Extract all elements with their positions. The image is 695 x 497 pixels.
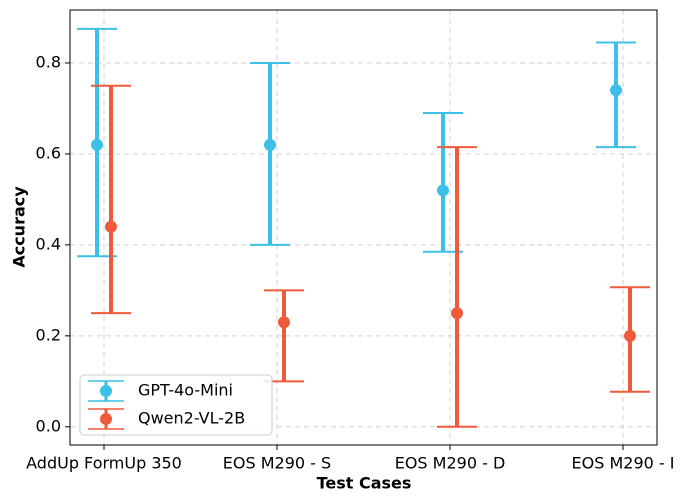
legend-marker bbox=[100, 413, 112, 425]
x-tick-label: EOS M290 - I bbox=[572, 454, 675, 473]
point bbox=[451, 307, 463, 320]
legend-box bbox=[79, 374, 273, 436]
point bbox=[264, 138, 276, 151]
error-bar bbox=[437, 146, 477, 428]
x-axis-label: Test Cases bbox=[317, 474, 412, 493]
legend-label: Qwen2-VL-2B bbox=[138, 409, 245, 428]
point bbox=[624, 329, 636, 342]
error-bar bbox=[91, 84, 131, 315]
y-tick-label: 0.4 bbox=[36, 234, 61, 253]
point bbox=[105, 220, 117, 233]
legend-marker bbox=[100, 385, 112, 397]
error-bar bbox=[250, 61, 290, 246]
point bbox=[437, 184, 449, 197]
y-axis-label: Accuracy bbox=[10, 186, 29, 268]
x-tick-label: EOS M290 - S bbox=[223, 454, 331, 473]
point bbox=[610, 84, 622, 97]
plot-frame bbox=[69, 9, 658, 446]
y-tick-label: 0.0 bbox=[36, 416, 61, 435]
x-tick-label: AddUp FormUp 350 bbox=[26, 454, 182, 473]
legend-label: GPT-4o-Mini bbox=[138, 381, 233, 400]
x-tick-label: EOS M290 - D bbox=[395, 454, 506, 473]
point bbox=[91, 138, 103, 151]
y-tick-label: 0.2 bbox=[36, 325, 61, 344]
y-tick-label: 0.6 bbox=[36, 143, 61, 162]
point bbox=[278, 316, 290, 329]
y-tick-label: 0.8 bbox=[36, 52, 61, 71]
